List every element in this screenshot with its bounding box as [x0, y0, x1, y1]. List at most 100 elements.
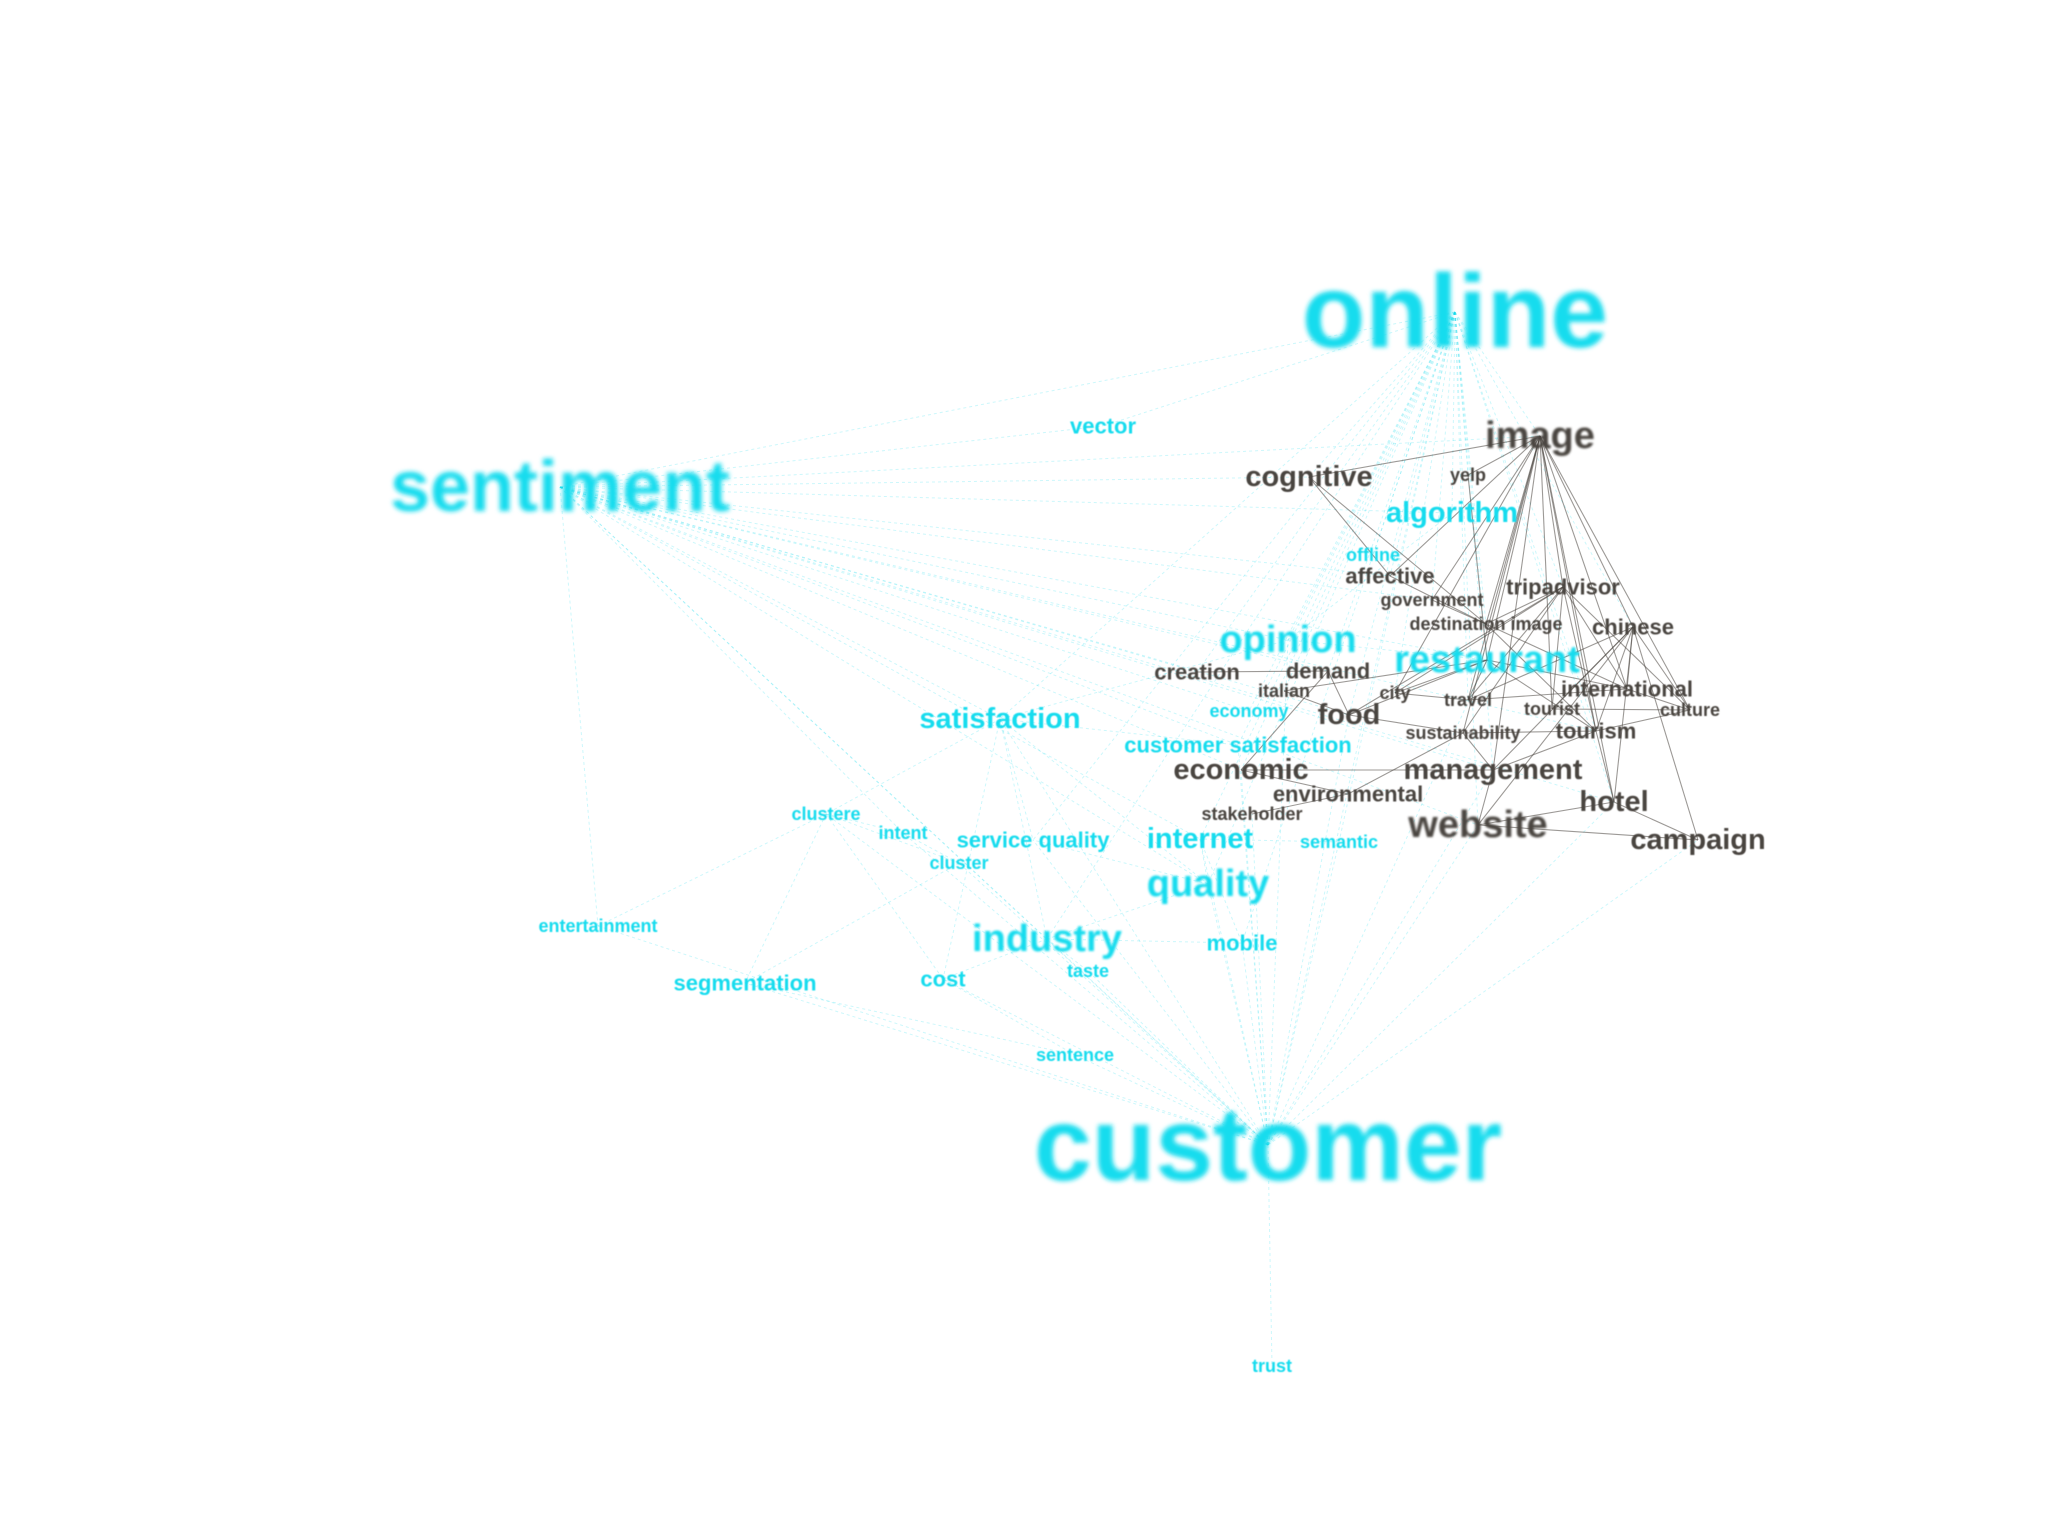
edge-tourism-hotel: [1595, 730, 1615, 803]
edge-customer-service-quality: [1032, 839, 1269, 1146]
edge-industry-mobile: [1046, 938, 1243, 944]
edge-sentiment-opinion: [559, 486, 1289, 641]
edge-industry-cost: [942, 938, 1048, 980]
edge-online-tourism: [1454, 311, 1597, 732]
node-label-chinese: chinese: [1592, 615, 1674, 640]
node-label-management: management: [1404, 754, 1583, 786]
edge-tripadvisor-tourism: [1562, 586, 1597, 732]
edge-online-customer: [1267, 311, 1456, 1146]
node-label-taste: taste: [1067, 961, 1109, 981]
edge-restaurant-city: [1394, 659, 1488, 694]
node-label-quality: quality: [1147, 863, 1269, 905]
edge-industry-taste: [1046, 938, 1089, 972]
edge-tourism-sustainability: [1462, 730, 1597, 734]
edge-online-semantic: [1338, 311, 1456, 843]
edge-sentiment-creation: [559, 486, 1198, 673]
node-label-internet: internet: [1147, 823, 1254, 855]
edge-sustainability-management: [1462, 732, 1494, 771]
edge-online-creation: [1196, 311, 1456, 673]
edge-tourism-management: [1492, 730, 1597, 771]
edge-image-government: [1431, 435, 1541, 601]
edge-customer-cluster: [958, 862, 1269, 1146]
edge-city-travel: [1394, 692, 1469, 701]
node-label-food: food: [1318, 699, 1381, 731]
edge-sentiment-intent: [559, 486, 904, 834]
node-label-tripadvisor: tripadvisor: [1506, 575, 1620, 600]
edge-online-government: [1431, 311, 1456, 601]
edge-online-offline: [1372, 311, 1456, 556]
node-label-cognitive: cognitive: [1245, 461, 1372, 493]
edge-customer-management: [1267, 769, 1494, 1146]
edge-sentiment-food: [559, 486, 1350, 716]
edge-image-hotel: [1539, 435, 1615, 803]
edge-customer-satisfaction-satisfaction: [999, 718, 1239, 746]
edge-opinion-satisfaction: [999, 639, 1289, 720]
node-label-sentiment: sentiment: [390, 447, 730, 527]
edge-quality-internet: [1199, 838, 1209, 885]
node-label-demand: demand: [1286, 659, 1370, 684]
edge-satisfaction-quality: [999, 718, 1209, 885]
edge-tourism-culture: [1595, 709, 1691, 732]
edge-image-culture: [1539, 435, 1691, 711]
node-label-destination-image: destination image: [1409, 614, 1562, 634]
node-label-travel: travel: [1444, 690, 1492, 710]
edge-restaurant-tourism: [1486, 659, 1597, 732]
edge-sentiment-website: [559, 486, 1479, 826]
edge-online-chinese: [1454, 311, 1634, 628]
edge-international-culture: [1626, 688, 1691, 711]
edge-online-travel: [1454, 311, 1469, 701]
edge-satisfaction-service-quality: [999, 718, 1034, 841]
edge-yelp-restaurant: [1467, 474, 1488, 661]
edge-image-tourism: [1539, 435, 1597, 732]
edge-segmentation-sentence: [744, 982, 1076, 1056]
edge-sentiment-cognitive: [559, 476, 1310, 488]
edge-customer-quality: [1207, 883, 1269, 1146]
edge-restaurant-international: [1486, 659, 1628, 690]
edge-customer-clustere: [825, 813, 1269, 1146]
edge-online-hotel: [1454, 311, 1615, 803]
edge-hotel-website: [1477, 801, 1615, 826]
edge-tripadvisor-sustainability: [1462, 586, 1564, 734]
node-label-mobile: mobile: [1207, 931, 1278, 956]
edge-online-service-quality: [1032, 311, 1456, 841]
edge-sentiment-customer-satisfaction: [559, 486, 1239, 746]
edge-image-travel: [1467, 435, 1541, 701]
edge-customer-intent: [902, 832, 1269, 1146]
node-label-website: website: [1407, 804, 1547, 846]
node-label-offline: offline: [1346, 545, 1400, 565]
node-label-government: government: [1380, 590, 1483, 610]
edge-online-customer-satisfaction: [1237, 311, 1456, 746]
edge-online-mobile: [1241, 311, 1456, 944]
edge-sentiment-entertainment: [559, 486, 599, 927]
edge-customer-customer-satisfaction: [1237, 744, 1269, 1146]
edge-cluster-segmentation: [744, 862, 960, 984]
edge-tripadvisor-culture: [1562, 586, 1691, 711]
node-label-italian: italian: [1258, 681, 1310, 701]
edge-customer-trust: [1267, 1144, 1273, 1367]
edge-image-management: [1492, 435, 1541, 771]
edge-tripadvisor-destination-image: [1485, 586, 1564, 625]
edge-customer-website: [1267, 824, 1479, 1146]
edge-clustere-segmentation: [744, 813, 827, 984]
edge-food-sustainability: [1348, 714, 1464, 734]
edge-stakeholder-environmental: [1251, 793, 1349, 815]
edge-chinese-website: [1477, 626, 1634, 826]
edge-customer-campaign: [1267, 839, 1699, 1146]
edge-tourist-culture: [1551, 708, 1691, 711]
edge-customer-restaurant: [1267, 659, 1488, 1146]
edge-environmental-sustainability: [1347, 732, 1464, 795]
edge-sentiment-government: [559, 486, 1433, 601]
node-label-yelp: yelp: [1450, 465, 1486, 485]
edge-chinese-travel: [1467, 626, 1634, 701]
node-label-industry: industry: [972, 918, 1122, 960]
edge-cognitive-destination-image: [1308, 476, 1487, 625]
edge-opinion-algorithm: [1287, 512, 1453, 641]
edge-online-internet: [1199, 311, 1456, 840]
edge-destination-image-tourism: [1485, 623, 1597, 732]
edge-customer-segmentation: [744, 982, 1269, 1146]
edge-chinese-campaign: [1632, 626, 1699, 841]
node-label-image: image: [1485, 415, 1595, 457]
edge-sentiment-customer: [559, 486, 1269, 1146]
edge-image-yelp: [1467, 435, 1541, 476]
